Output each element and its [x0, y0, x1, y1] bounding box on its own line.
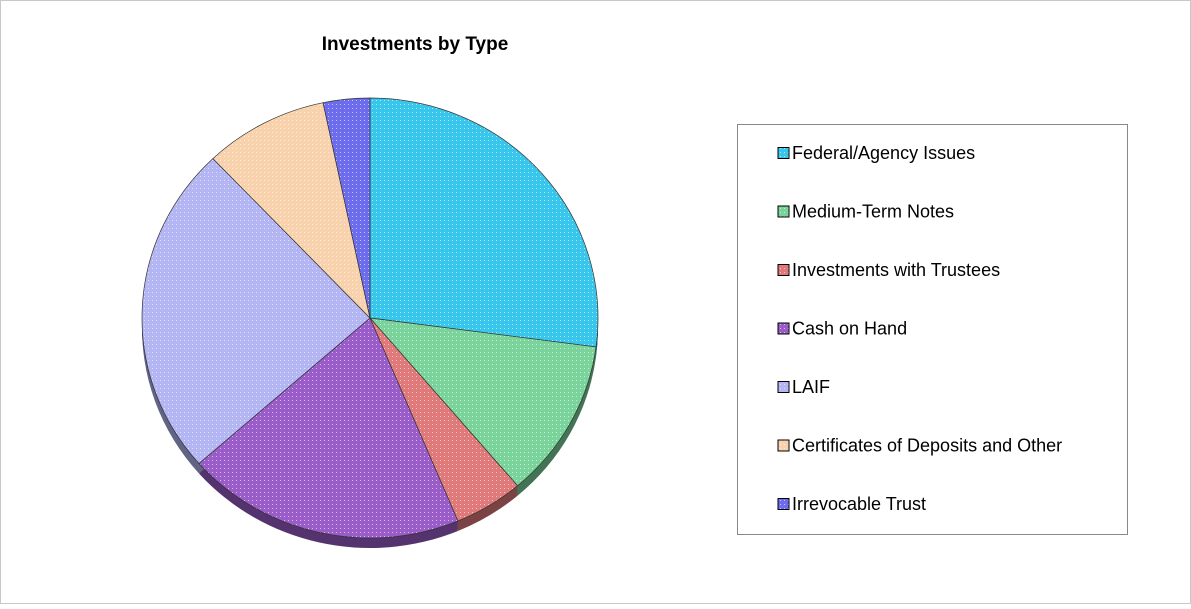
legend-swatch	[777, 147, 790, 159]
chart-title: Investments by Type	[322, 34, 509, 55]
pie-slice	[369, 97, 599, 348]
pie-slice	[212, 102, 371, 320]
legend-label: Irrevocable Trust	[792, 494, 926, 514]
legend-swatch	[777, 264, 790, 276]
legend-swatch	[777, 498, 790, 510]
pie-slice	[369, 317, 597, 487]
legend-swatch	[777, 381, 790, 393]
legend-box	[737, 124, 1128, 535]
legend-label: Investments with Trustees	[792, 260, 1000, 280]
legend-swatch	[777, 205, 790, 218]
legend-swatch	[777, 322, 790, 335]
pie-slice	[322, 97, 371, 319]
pie-slice	[141, 158, 371, 464]
legend-label: Certificates of Deposits and Other	[792, 435, 1062, 455]
legend-label: LAIF	[792, 377, 830, 397]
legend-label: Cash on Hand	[792, 318, 907, 338]
legend-label: Federal/Agency Issues	[792, 143, 975, 163]
legend-swatch	[777, 439, 790, 452]
pie-slice	[198, 317, 459, 539]
legend-label: Medium-Term Notes	[792, 201, 954, 221]
